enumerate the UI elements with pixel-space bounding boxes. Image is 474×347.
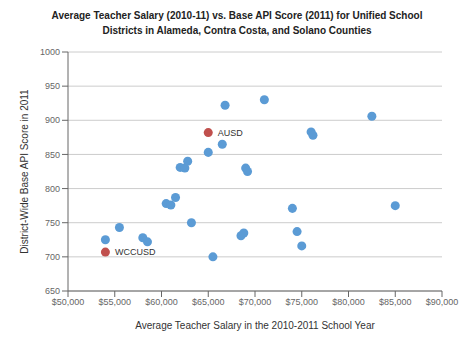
svg-text:$65,000: $65,000 [192,297,225,307]
svg-text:800: 800 [45,184,60,194]
svg-text:900: 900 [45,115,60,125]
svg-text:750: 750 [45,218,60,228]
html-text:Districts in Alameda, Contra C: Districts in Alameda, Contra Costa, and … [102,25,372,36]
svg-text:850: 850 [45,150,60,160]
svg-text:WCCUSD: WCCUSD [115,247,156,257]
svg-text:700: 700 [45,252,60,262]
svg-text:AUSD: AUSD [218,128,244,138]
svg-text:$55,000: $55,000 [98,297,131,307]
html-text:Average Teacher Salary (2010-1: Average Teacher Salary (2010-11) vs. Bas… [51,10,423,21]
svg-text:650: 650 [45,286,60,296]
svg-text:Average Teacher Salary in the: Average Teacher Salary in the 2010-2011 … [135,320,375,331]
svg-text:$85,000: $85,000 [379,297,412,307]
svg-text:1000: 1000 [40,47,60,57]
svg-text:$50,000: $50,000 [52,297,85,307]
svg-text:$60,000: $60,000 [145,297,178,307]
svg-text:$90,000: $90,000 [426,297,459,307]
svg-text:$75,000: $75,000 [285,297,318,307]
svg-text:District-Wide Base API Score i: District-Wide Base API Score in 2011 [19,89,30,254]
svg-text:$80,000: $80,000 [332,297,365,307]
svg-text:$70,000: $70,000 [239,297,272,307]
svg-text:950: 950 [45,81,60,91]
